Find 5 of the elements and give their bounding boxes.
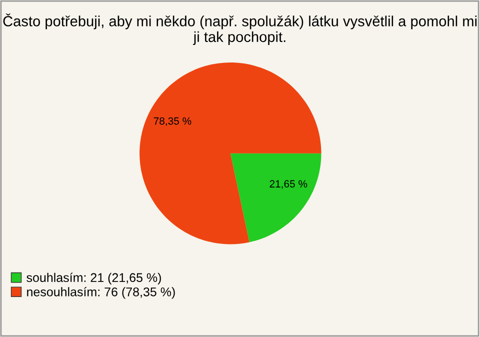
chart-title: Často potřebuji, aby mi někdo (např. spolužák) látku vysvětlil a pomohl mi ji tak pochopit.: [3, 13, 477, 45]
legend-label: souhlasím: 21 (21,65 %): [26, 272, 161, 284]
legend-label: nesouhlasím: 76 (78,35 %): [27, 286, 175, 299]
data-label: 21,65 %: [270, 180, 308, 189]
data-label: 78,35 %: [154, 117, 192, 126]
